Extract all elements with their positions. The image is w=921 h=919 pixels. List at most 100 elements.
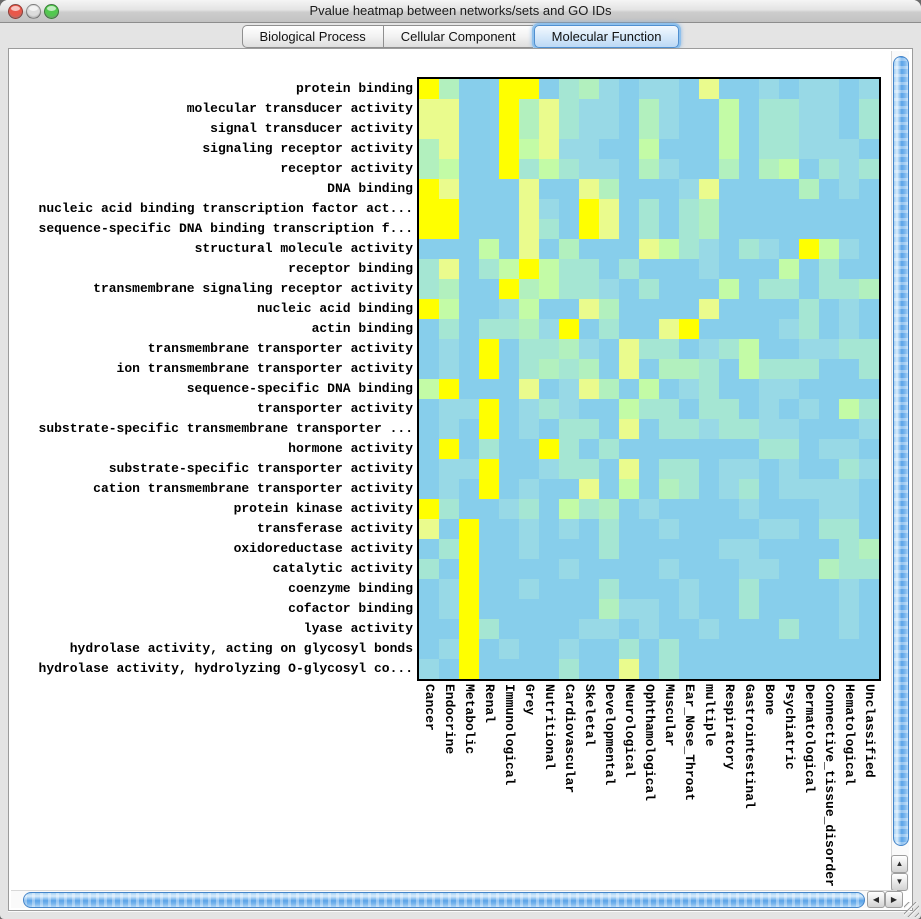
heatmap-cell <box>419 479 439 499</box>
heatmap-cell <box>699 319 719 339</box>
heatmap-cell <box>539 239 559 259</box>
window-title: Pvalue heatmap between networks/sets and… <box>309 3 612 18</box>
heatmap-cell <box>819 439 839 459</box>
heatmap-cell <box>779 339 799 359</box>
heatmap-cell <box>659 659 679 679</box>
heatmap-cell <box>479 139 499 159</box>
heatmap-cell <box>419 499 439 519</box>
tab-molecular-function[interactable]: Molecular Function <box>533 25 680 48</box>
heatmap-cell <box>699 559 719 579</box>
heatmap-cell <box>519 379 539 399</box>
heatmap-cell <box>779 519 799 539</box>
heatmap-cell <box>819 499 839 519</box>
vertical-scrollbar[interactable] <box>891 51 909 891</box>
heatmap-cell <box>539 479 559 499</box>
tab-cellular-component[interactable]: Cellular Component <box>382 25 533 48</box>
heatmap-cell <box>479 439 499 459</box>
scroll-up-button[interactable]: ▲ <box>891 855 908 873</box>
row-label: sequence-specific DNA binding <box>186 381 413 396</box>
heatmap-cell <box>539 379 559 399</box>
zoom-button[interactable] <box>44 4 59 19</box>
heatmap-cell <box>759 499 779 519</box>
heatmap-cell <box>559 299 579 319</box>
heatmap-cell <box>619 79 639 99</box>
scroll-down-button[interactable]: ▼ <box>891 873 908 891</box>
heatmap-cell <box>679 319 699 339</box>
horizontal-scrollbar-thumb[interactable] <box>23 892 865 908</box>
row-label: catalytic activity <box>272 561 413 576</box>
heatmap-cell <box>559 179 579 199</box>
heatmap-cell <box>839 419 859 439</box>
heatmap-cell <box>759 379 779 399</box>
row-label: cation transmembrane transporter activit… <box>93 481 413 496</box>
heatmap-cell <box>839 579 859 599</box>
window-titlebar[interactable]: Pvalue heatmap between networks/sets and… <box>0 0 921 23</box>
vertical-scrollbar-thumb[interactable] <box>893 56 909 846</box>
heatmap-cell <box>739 219 759 239</box>
heatmap-cell <box>459 159 479 179</box>
heatmap-cell <box>659 499 679 519</box>
horizontal-scrollbar[interactable] <box>11 890 897 908</box>
scroll-right-button[interactable]: ▶ <box>885 891 903 908</box>
heatmap-cell <box>759 139 779 159</box>
heatmap-cell <box>819 639 839 659</box>
heatmap-cell <box>739 599 759 619</box>
heatmap-cell <box>639 79 659 99</box>
button-shine <box>47 6 56 11</box>
heatmap-cell <box>639 579 659 599</box>
heatmap-cell <box>699 219 719 239</box>
heatmap-cell <box>539 399 559 419</box>
heatmap-cell <box>419 519 439 539</box>
column-label: Cancer <box>422 684 437 731</box>
heatmap-cell <box>499 499 519 519</box>
heatmap-cell <box>859 259 879 279</box>
heatmap-cell <box>759 439 779 459</box>
heatmap-cell <box>759 319 779 339</box>
heatmap-cell <box>659 319 679 339</box>
heatmap-cell <box>459 419 479 439</box>
heatmap-cell <box>579 359 599 379</box>
heatmap-cell <box>479 479 499 499</box>
heatmap-cell <box>839 259 859 279</box>
heatmap-cell <box>459 199 479 219</box>
heatmap-cell <box>659 239 679 259</box>
scroll-left-button[interactable]: ◀ <box>867 891 885 908</box>
heatmap-cell <box>559 79 579 99</box>
heatmap-cell <box>839 219 859 239</box>
heatmap-cell <box>699 579 719 599</box>
heatmap-cell <box>619 259 639 279</box>
heatmap-cell <box>479 219 499 239</box>
heatmap-cell <box>679 259 699 279</box>
heatmap-cell <box>859 199 879 219</box>
heatmap-cell <box>599 299 619 319</box>
heatmap-cell <box>519 159 539 179</box>
resize-grip-icon[interactable] <box>904 902 919 917</box>
heatmap-cell <box>539 439 559 459</box>
heatmap-cell <box>459 519 479 539</box>
heatmap-cell <box>579 619 599 639</box>
heatmap-cell <box>479 259 499 279</box>
heatmap-cell <box>819 179 839 199</box>
heatmap-cell <box>439 619 459 639</box>
tab-biological-process[interactable]: Biological Process <box>241 25 383 48</box>
heatmap-cell <box>839 639 859 659</box>
heatmap-cell <box>499 459 519 479</box>
close-button[interactable] <box>8 4 23 19</box>
heatmap-cell <box>519 259 539 279</box>
heatmap-cell <box>619 499 639 519</box>
heatmap-cell <box>839 359 859 379</box>
minimize-button[interactable] <box>26 4 41 19</box>
heatmap-cell <box>579 659 599 679</box>
heatmap-cell <box>659 439 679 459</box>
heatmap-cell <box>779 259 799 279</box>
heatmap-cell <box>519 519 539 539</box>
heatmap-cell <box>639 139 659 159</box>
heatmap-cell <box>659 559 679 579</box>
heatmap-cell <box>479 179 499 199</box>
heatmap-cell <box>619 379 639 399</box>
heatmap-cell <box>519 219 539 239</box>
heatmap-cell <box>539 159 559 179</box>
heatmap-cell <box>639 559 659 579</box>
column-label: Skeletal <box>582 684 597 747</box>
heatmap-cell <box>719 339 739 359</box>
